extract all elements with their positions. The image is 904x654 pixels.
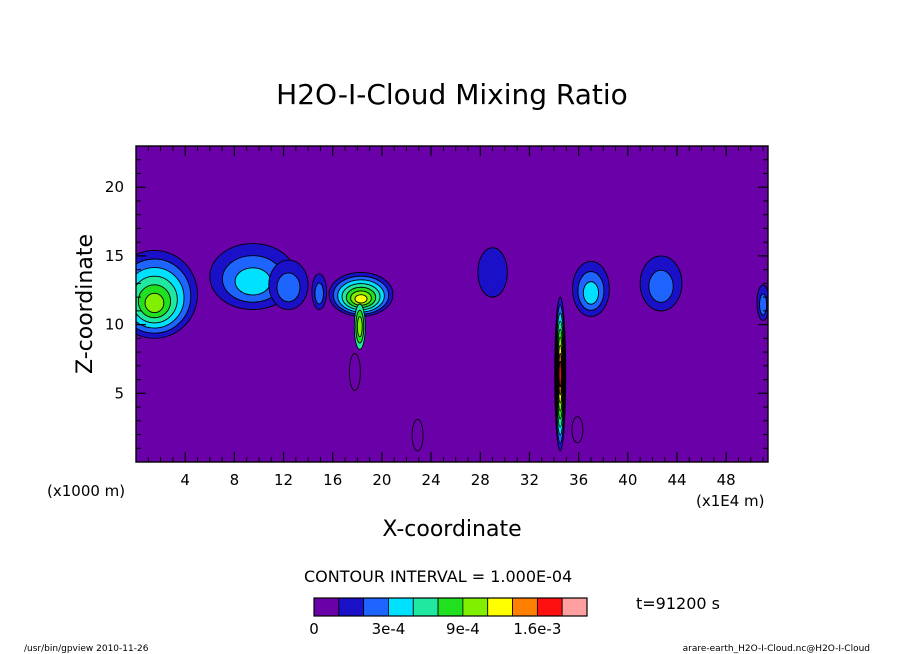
x-tick-label: 8: [230, 471, 240, 489]
streak-contour-2-0: [348, 353, 361, 392]
y-tick-label: 10: [105, 316, 124, 334]
colorbar-frame: [313, 597, 588, 617]
x-tick-label: 44: [667, 471, 686, 489]
streak-contour-4-0: [571, 416, 584, 444]
colorbar-tick-label: 0: [309, 620, 319, 638]
colorbar-swatch: [313, 597, 340, 617]
y-tick-label: 15: [105, 247, 124, 265]
x-tick-label: 36: [569, 471, 588, 489]
streak-contour-3-0: [411, 418, 424, 452]
cloud-contour-7-2: [648, 269, 674, 303]
cloud-contour-4-7: [354, 294, 368, 304]
colorbar-swatch: [338, 597, 365, 617]
x-tick-label: 16: [323, 471, 342, 489]
contour-layer: [136, 243, 768, 452]
x-tick-label: 32: [520, 471, 539, 489]
x-tick-label: 12: [274, 471, 293, 489]
colorbar-swatch: [512, 597, 538, 617]
colorbar-swatch: [388, 597, 414, 617]
colorbar-swatch: [437, 597, 464, 617]
x-tick-label: 24: [422, 471, 441, 489]
streak-contour-0-9: [558, 360, 562, 388]
y-axis-unit: (x1000 m): [47, 482, 125, 500]
colorbar-swatch: [363, 597, 389, 617]
y-tick-label: 5: [114, 384, 124, 402]
cloud-contour-5-1: [477, 247, 508, 298]
contour-interval-label: CONTOUR INTERVAL = 1.000E-04: [304, 567, 572, 586]
footer-left: /usr/bin/gpview 2010-11-26: [24, 644, 149, 654]
x-tick-label: 4: [180, 471, 190, 489]
x-axis-title: X-coordinate: [382, 517, 521, 542]
cloud-contour-6-3: [582, 281, 599, 305]
x-tick-label: 48: [717, 471, 736, 489]
y-axis-title: Z-coordinate: [73, 234, 98, 374]
colorbar-tick-label: 3e-4: [372, 620, 406, 638]
colorbar-tick-label: 1.6e-3: [513, 620, 561, 638]
x-tick-label: 20: [372, 471, 391, 489]
colorbar-swatch: [561, 597, 588, 617]
colorbar: 0 3e-4 9e-4 1.6e-3: [309, 597, 588, 638]
x-tick-label: 40: [618, 471, 637, 489]
chart-title: H2O-I-Cloud Mixing Ratio: [276, 78, 628, 111]
x-axis-unit: (x1E4 m): [696, 492, 765, 510]
colorbar-swatch: [462, 597, 489, 617]
colorbar-tick-label: 9e-4: [446, 620, 480, 638]
colorbar-swatch: [487, 597, 513, 617]
colorbar-swatch: [536, 597, 563, 617]
time-label: t=91200 s: [636, 594, 720, 613]
x-tick-label: 28: [471, 471, 490, 489]
cloud-contour-0-6: [144, 292, 165, 314]
cloud-contour-3-2: [314, 282, 324, 305]
cloud-contour-1-3: [234, 267, 271, 296]
cloud-contour-8-2: [759, 293, 768, 316]
plot-frame: [135, 145, 769, 463]
y-tick-label: 20: [105, 178, 124, 196]
footer-right: arare-earth_H2O-I-Cloud.nc@H2O-I-Cloud: [683, 644, 870, 654]
streak-contour-1-6: [356, 316, 363, 338]
cloud-contour-2-2: [276, 272, 301, 303]
colorbar-swatch: [412, 597, 439, 617]
